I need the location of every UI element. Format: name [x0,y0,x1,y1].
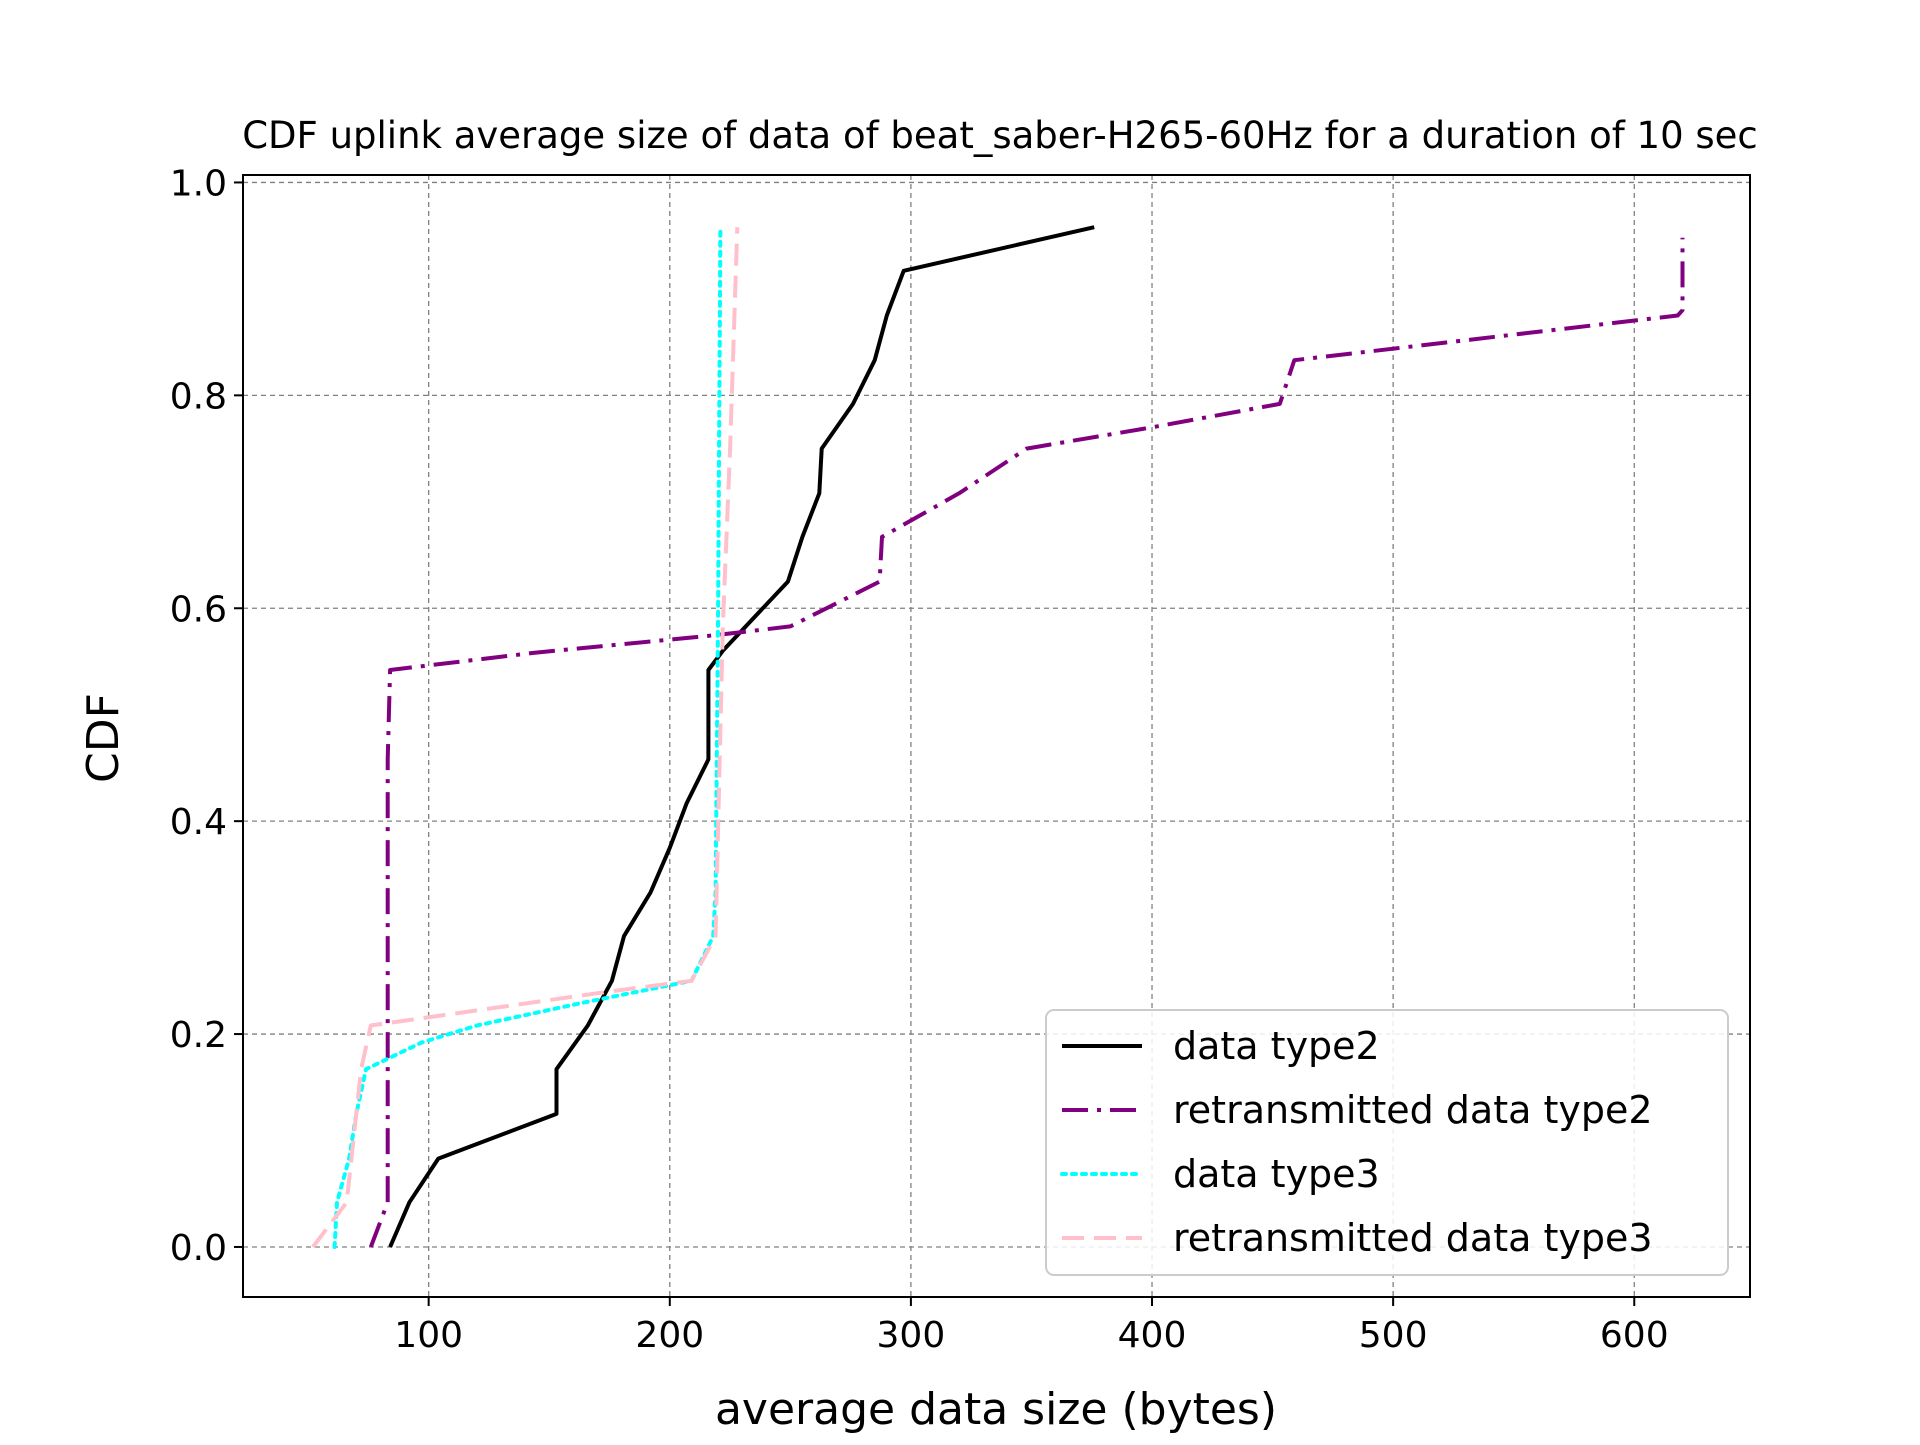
series-line-retransmitted-data-type2 [368,237,1685,1248]
x-tick-label: 600 [1600,1315,1669,1356]
y-tick-label: 0.2 [170,1015,227,1056]
legend-label: data type3 [1173,1152,1380,1196]
legend-label: retransmitted data type3 [1173,1216,1653,1260]
legend: data type2 retransmitted data type2 data t… [1045,1009,1729,1276]
y-axis-label: CDF [78,693,129,783]
legend-label: retransmitted data type2 [1173,1088,1653,1132]
y-tick-label: 0.4 [170,802,227,843]
y-tick-label: 0.8 [170,376,227,417]
series-line-retransmitted-data-type3 [311,227,740,1249]
y-tick-label: 0.0 [170,1228,227,1269]
legend-label: data type2 [1173,1024,1380,1068]
x-tick-label: 400 [1118,1315,1187,1356]
ticks-layer: 100 200 300 400 500 600 0.0 0.2 0.4 0.6 0.8 1.0 [170,163,1669,1356]
chart-title: CDF uplink average size of data of beat_… [242,114,1758,157]
x-axis-label: average data size (bytes) [715,1384,1277,1435]
x-tick-label: 500 [1359,1315,1428,1356]
y-tick-label: 0.6 [170,589,227,630]
series-line-data-type3 [332,225,723,1249]
plot-frame [242,174,1751,1298]
x-tick-label: 200 [635,1315,704,1356]
series-layer [311,225,1685,1249]
x-tick-label: 300 [877,1315,946,1356]
legend-box [1045,1009,1729,1276]
y-tick-label: 1.0 [170,163,227,204]
x-tick-label: 100 [394,1315,463,1356]
legend-items: data type2 retransmitted data type2 data t… [1060,1024,1653,1260]
series-line-data-type2 [388,225,1095,1248]
